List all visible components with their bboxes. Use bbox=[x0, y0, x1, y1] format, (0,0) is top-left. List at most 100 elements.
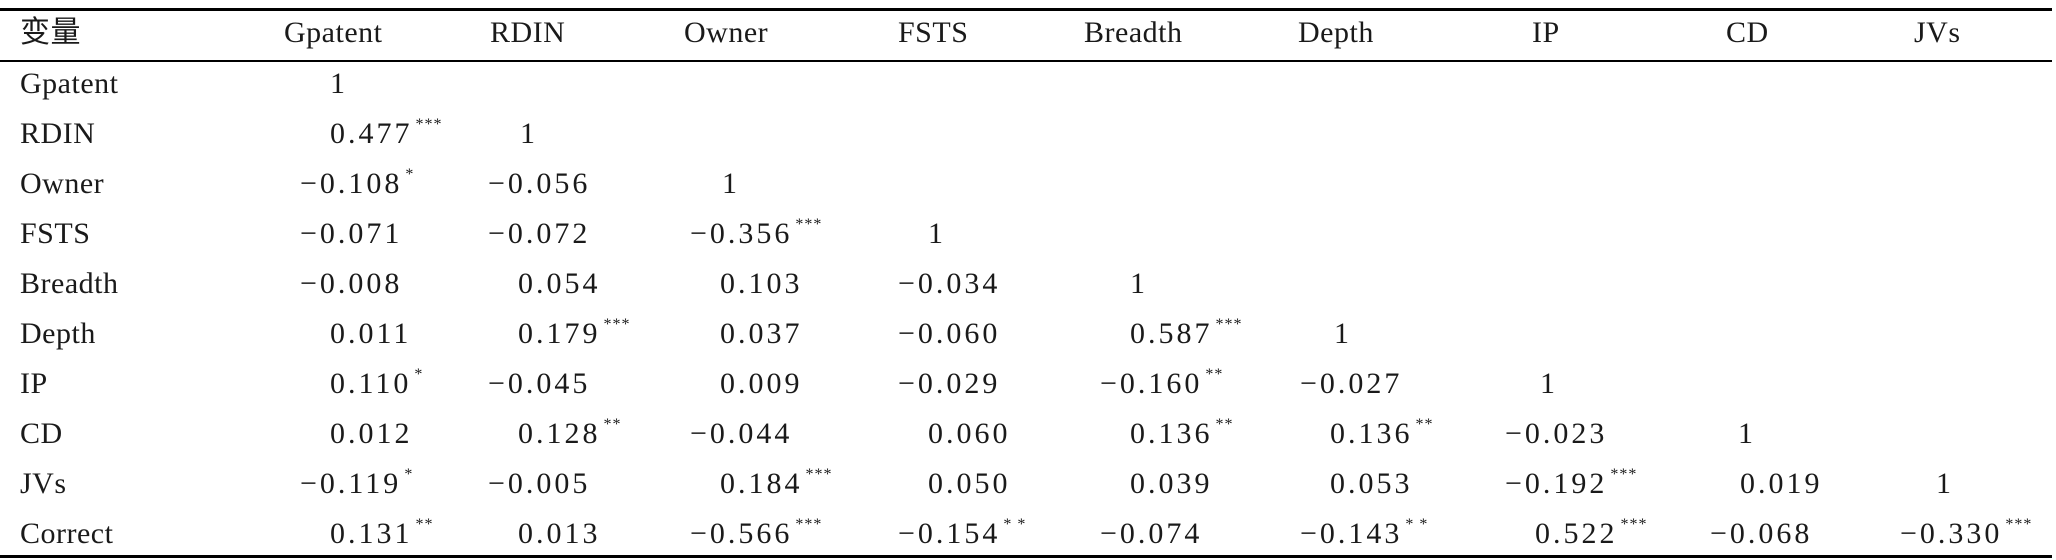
correlation-cell: −0.074 bbox=[1100, 514, 1202, 554]
correlation-cell: 1 bbox=[1540, 364, 1558, 404]
correlation-value: 0.587 bbox=[1130, 317, 1213, 350]
correlation-value: 0.050 bbox=[928, 467, 1011, 500]
correlation-value: 1 bbox=[1936, 467, 1954, 500]
correlation-value: −0.044 bbox=[690, 417, 793, 450]
row-label: Breadth bbox=[20, 267, 119, 300]
correlation-cell: 0.039 bbox=[1130, 464, 1213, 504]
correlation-value: −0.071 bbox=[300, 217, 403, 250]
correlation-value: −0.330 bbox=[1900, 517, 2003, 550]
correlation-value: 0.037 bbox=[720, 317, 803, 350]
table-top-rule bbox=[0, 8, 2052, 11]
correlation-value: −0.356 bbox=[690, 217, 793, 250]
significance-marker: *** bbox=[1215, 316, 1243, 333]
correlation-cell: 0.019 bbox=[1740, 464, 1823, 504]
correlation-value: 0.054 bbox=[518, 267, 601, 300]
correlation-value: 1 bbox=[928, 217, 946, 250]
row-label: FSTS bbox=[20, 217, 91, 250]
correlation-value: −0.056 bbox=[488, 167, 591, 200]
significance-marker: *** bbox=[795, 516, 823, 533]
correlation-cell: −0.071 bbox=[300, 214, 402, 254]
significance-marker: *** bbox=[795, 216, 823, 233]
correlation-cell: 1 bbox=[928, 214, 946, 254]
correlation-cell: 0.587 *** bbox=[1130, 314, 1243, 359]
correlation-cell: 0.050 bbox=[928, 464, 1011, 504]
correlation-value: −0.566 bbox=[690, 517, 793, 550]
correlation-cell: 0.009 bbox=[720, 364, 803, 404]
correlation-cell: −0.044 bbox=[690, 414, 792, 454]
column-header-breadth: Breadth bbox=[1084, 16, 1183, 49]
correlation-cell: 0.128 ** bbox=[518, 414, 622, 459]
correlation-value: 0.184 bbox=[720, 467, 803, 500]
table-header-rule bbox=[0, 60, 2052, 62]
correlation-cell: −0.008 bbox=[300, 264, 402, 304]
correlation-value: 0.131 bbox=[330, 517, 413, 550]
significance-marker: ** bbox=[1215, 416, 1234, 433]
correlation-value: −0.119 bbox=[300, 467, 402, 500]
significance-marker: *** bbox=[1610, 466, 1638, 483]
column-header-jvs: JVs bbox=[1914, 16, 1961, 49]
correlation-value: −0.027 bbox=[1300, 367, 1403, 400]
correlation-cell: −0.029 bbox=[898, 364, 1000, 404]
correlation-cell: 0.522 *** bbox=[1535, 514, 1648, 559]
correlation-cell: 0.011 bbox=[330, 314, 411, 354]
correlation-value: −0.143 bbox=[1300, 517, 1403, 550]
correlation-value: −0.005 bbox=[488, 467, 591, 500]
row-label: CD bbox=[20, 417, 63, 450]
correlation-cell: −0.192 *** bbox=[1505, 464, 1637, 509]
correlation-value: 0.103 bbox=[720, 267, 803, 300]
correlation-cell: 0.012 bbox=[330, 414, 413, 454]
correlation-value: 0.009 bbox=[720, 367, 803, 400]
table-bottom-rule bbox=[0, 555, 2052, 558]
correlation-value: 0.110 bbox=[330, 367, 412, 400]
correlation-value: −0.154 bbox=[898, 517, 1001, 550]
correlation-value: 1 bbox=[1130, 267, 1148, 300]
correlation-cell: −0.034 bbox=[898, 264, 1000, 304]
column-header-depth: Depth bbox=[1298, 16, 1374, 49]
correlation-cell: −0.119 * bbox=[300, 464, 413, 509]
correlation-value: −0.072 bbox=[488, 217, 591, 250]
correlation-cell: −0.566 *** bbox=[690, 514, 822, 559]
row-label: Depth bbox=[20, 317, 96, 350]
row-label: IP bbox=[20, 367, 48, 400]
correlation-value: 0.477 bbox=[330, 117, 413, 150]
row-label: RDIN bbox=[20, 117, 96, 150]
significance-marker: *** bbox=[603, 316, 631, 333]
correlation-cell: 1 bbox=[1130, 264, 1148, 304]
correlation-cell: −0.060 bbox=[898, 314, 1000, 354]
correlation-cell: −0.330 *** bbox=[1900, 514, 2032, 559]
correlation-value: −0.045 bbox=[488, 367, 591, 400]
correlation-cell: −0.045 bbox=[488, 364, 590, 404]
correlation-value: 0.013 bbox=[518, 517, 601, 550]
correlation-cell: 0.053 bbox=[1330, 464, 1413, 504]
column-header-fsts: FSTS bbox=[898, 16, 969, 49]
correlation-value: 1 bbox=[1738, 417, 1756, 450]
significance-marker: ** bbox=[1205, 366, 1224, 383]
correlation-cell: 0.184 *** bbox=[720, 464, 833, 509]
correlation-value: 1 bbox=[1540, 367, 1558, 400]
correlation-value: 0.128 bbox=[518, 417, 601, 450]
correlation-cell: 0.103 bbox=[720, 264, 803, 304]
correlation-cell: 0.110 * bbox=[330, 364, 423, 409]
correlation-cell: −0.160 ** bbox=[1100, 364, 1223, 409]
significance-marker: * * bbox=[1405, 516, 1429, 533]
correlation-value: −0.192 bbox=[1505, 467, 1608, 500]
correlation-cell: −0.143 * * bbox=[1300, 514, 1428, 559]
correlation-value: −0.023 bbox=[1505, 417, 1608, 450]
correlation-cell: 1 bbox=[1936, 464, 1954, 504]
correlation-value: −0.029 bbox=[898, 367, 1001, 400]
correlation-value: 0.039 bbox=[1130, 467, 1213, 500]
correlation-value: −0.160 bbox=[1100, 367, 1203, 400]
correlation-value: −0.108 bbox=[300, 167, 403, 200]
correlation-cell: 0.054 bbox=[518, 264, 601, 304]
row-label: Owner bbox=[20, 167, 105, 200]
significance-marker: * bbox=[405, 166, 415, 183]
column-header-owner: Owner bbox=[684, 16, 769, 49]
correlation-value: 0.053 bbox=[1330, 467, 1413, 500]
significance-marker: * bbox=[414, 366, 424, 383]
row-label: JVs bbox=[20, 467, 67, 500]
correlation-value: −0.034 bbox=[898, 267, 1001, 300]
correlation-value: 0.019 bbox=[1740, 467, 1823, 500]
correlation-cell: 0.131 ** bbox=[330, 514, 434, 559]
correlation-value: 1 bbox=[722, 167, 740, 200]
correlation-cell: 0.013 bbox=[518, 514, 601, 554]
